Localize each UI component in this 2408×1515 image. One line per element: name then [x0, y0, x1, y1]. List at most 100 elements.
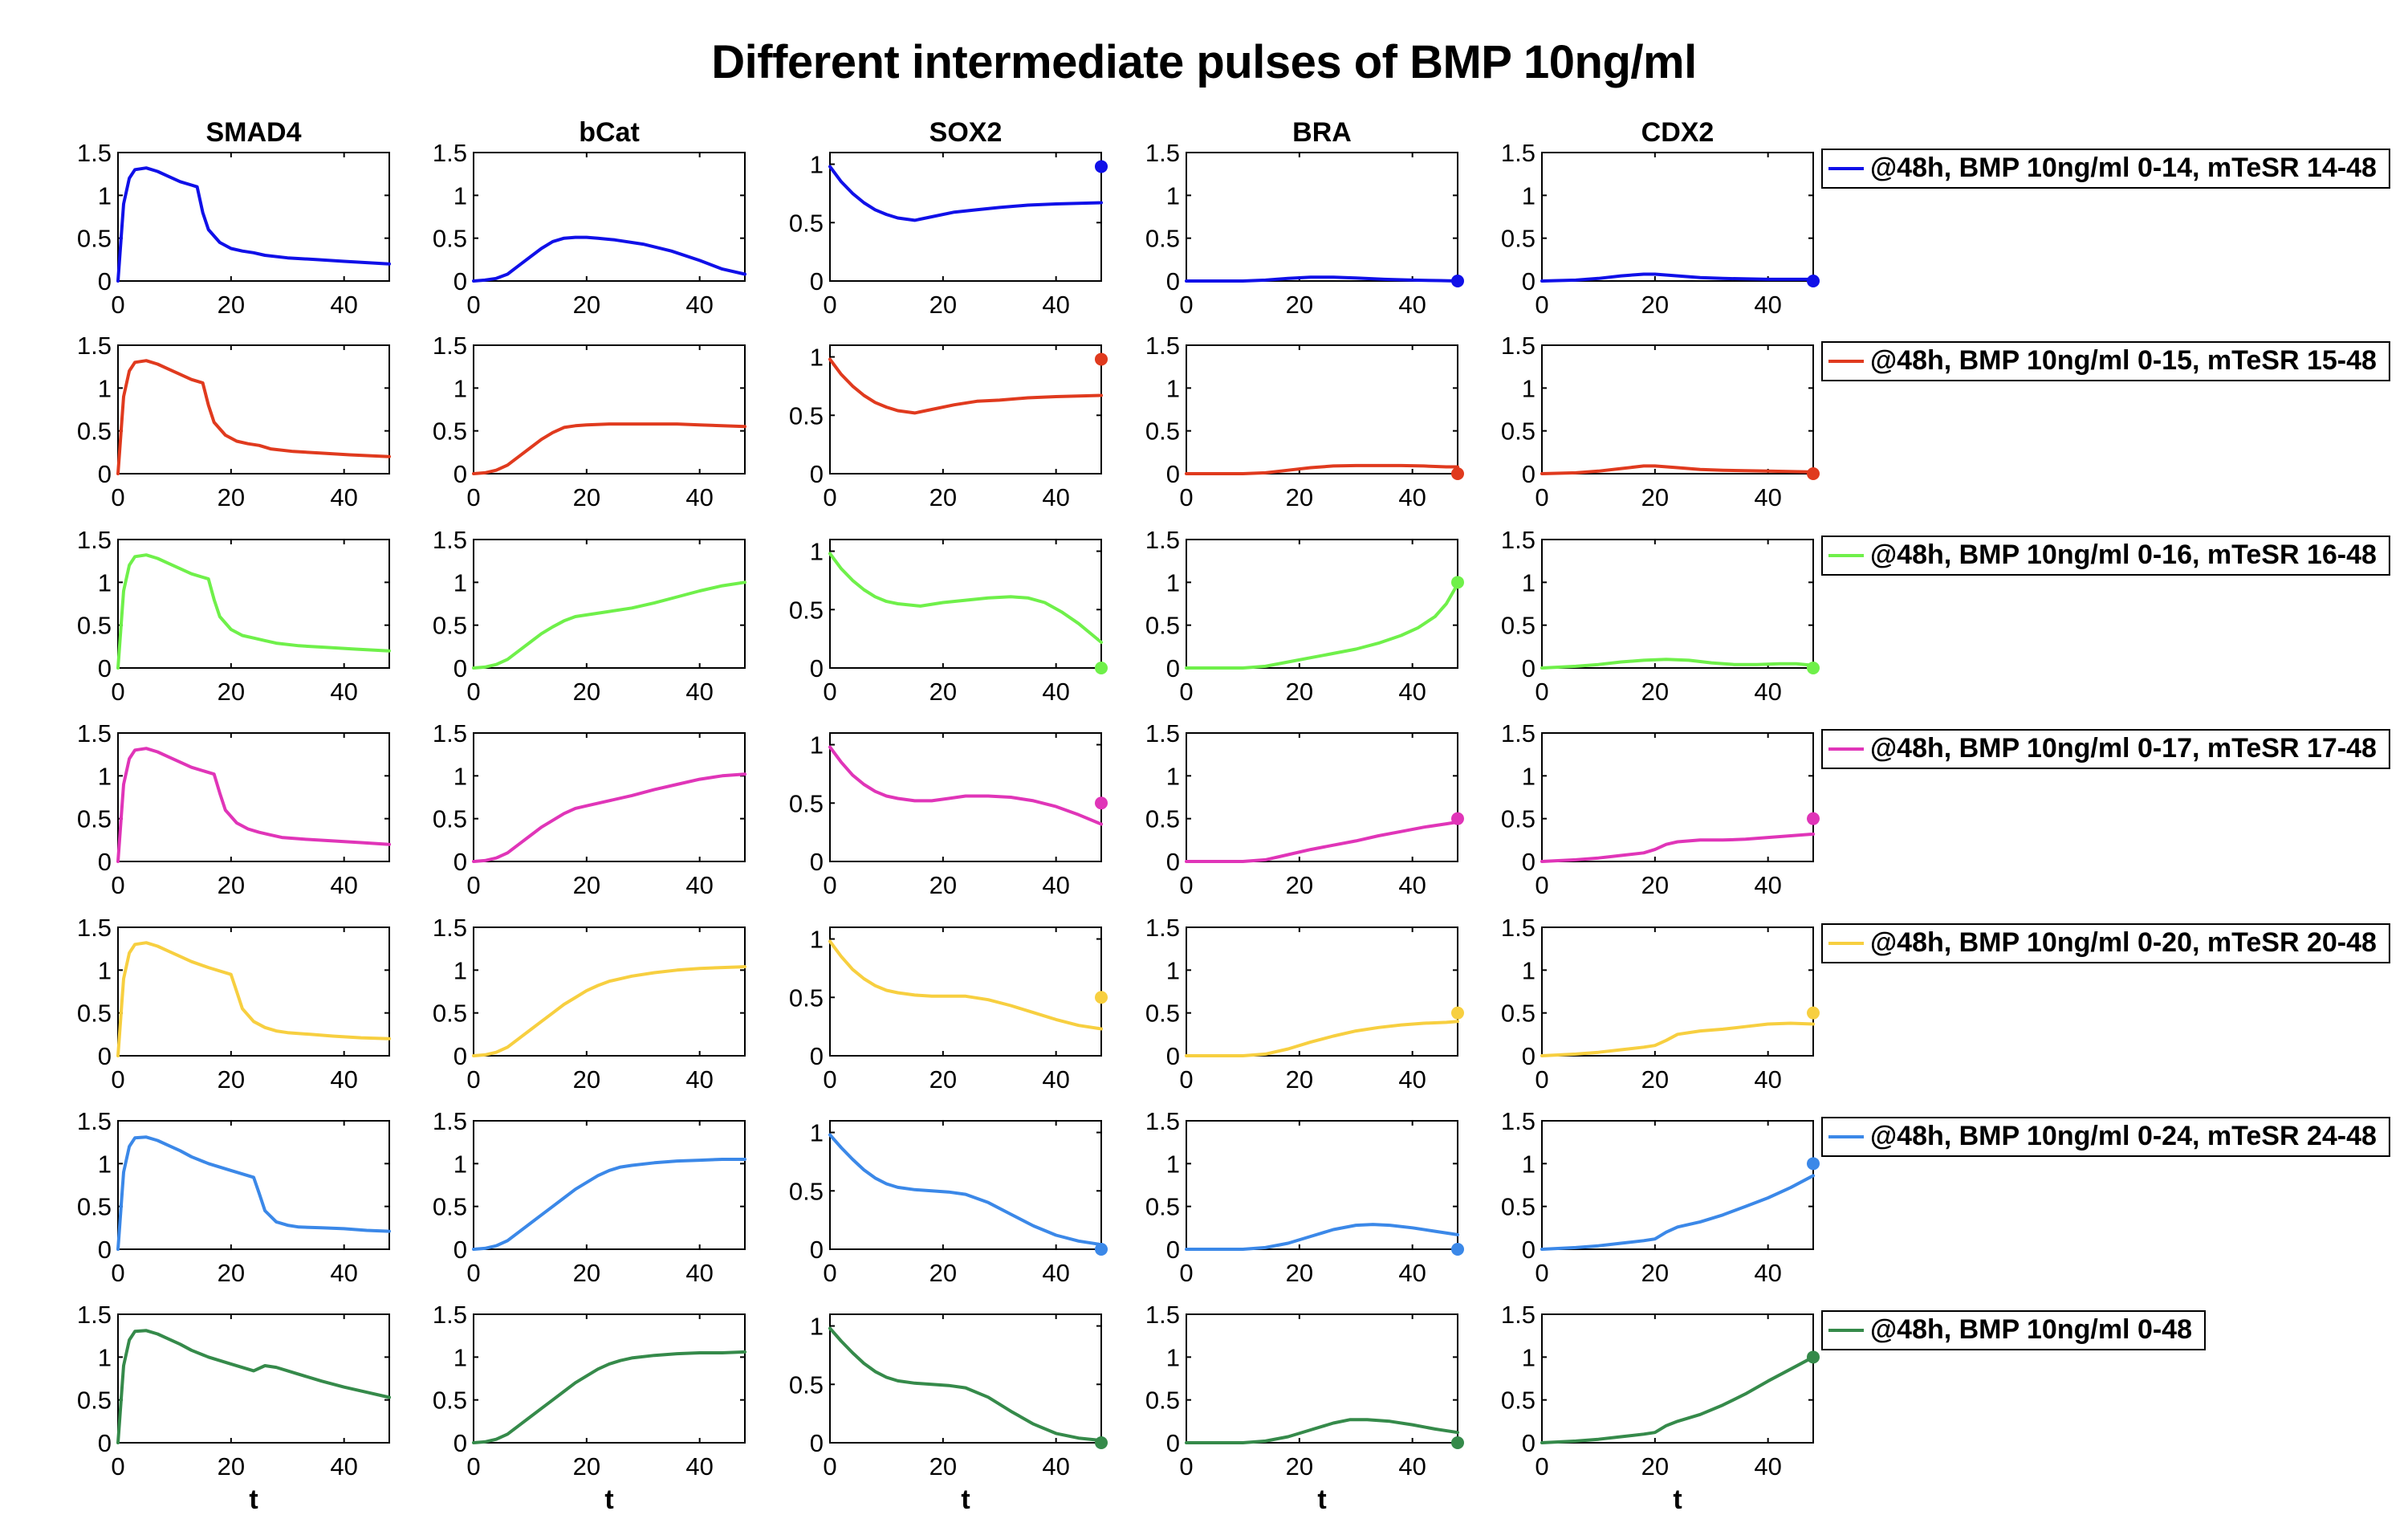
y-tick-label: 1 [454, 1343, 467, 1371]
x-tick-label: 0 [1179, 1065, 1193, 1093]
series-line-smad4 [116, 359, 391, 475]
x-tick-label: 40 [685, 291, 713, 319]
series-line-bra [1185, 275, 1459, 283]
x-tick-label: 0 [111, 291, 124, 319]
x-tick-label: 40 [1398, 1065, 1426, 1093]
series-line-sox2 [828, 357, 1103, 415]
x-axis-label: t [961, 1484, 970, 1511]
x-tick-label: 0 [823, 1259, 836, 1287]
series-line-sox2 [828, 165, 1103, 222]
legend-box [1821, 1310, 2206, 1350]
y-tick-label: 1 [98, 181, 112, 210]
subplot-r4-cdx2: 0 0.5 1 1.5 0 20 40 [1501, 719, 1820, 899]
y-tick-label: 1 [454, 374, 467, 402]
subplot-r4-bcat: 0 0.5 1 1.5 0 20 40 [433, 719, 746, 899]
subplot-r5-bra: 0 0.5 1 1.5 0 20 40 [1145, 914, 1464, 1093]
y-tick-label: 1 [1522, 568, 1536, 597]
subplot-r6-bcat: 0 0.5 1 1.5 0 20 40 [433, 1107, 746, 1287]
y-tick-label: 0 [454, 1429, 467, 1457]
subplot-r6-cdx2: 0 0.5 1 1.5 0 20 40 [1501, 1107, 1820, 1287]
series-line-bra [1185, 1223, 1459, 1251]
x-tick-label: 0 [111, 871, 124, 899]
series-line-bcat [472, 965, 746, 1057]
column-title-cdx2: CDX2 [1641, 117, 1714, 148]
x-tick-label: 0 [466, 483, 480, 511]
y-tick-label: 1.5 [1501, 332, 1536, 360]
y-tick-label: 0.5 [77, 1387, 112, 1415]
target-marker [1095, 160, 1108, 173]
target-marker [1095, 1243, 1108, 1256]
x-tick-label: 0 [823, 678, 836, 706]
y-tick-label: 0.5 [1145, 1193, 1180, 1221]
y-tick-label: 0 [810, 267, 824, 295]
legend-r4: @48h, BMP 10ng/ml 0-17, mTeSR 17-48 [1821, 729, 2390, 769]
y-tick-label: 1.5 [1501, 914, 1536, 942]
column-title-bra: BRA [1292, 117, 1352, 148]
y-tick-label: 1.5 [77, 719, 112, 747]
x-tick-label: 20 [218, 1259, 245, 1287]
x-tick-label: 20 [1641, 291, 1669, 319]
subplot-r1-bcat: 0 0.5 1 1.5 0 20 40 [433, 139, 746, 319]
y-tick-label: 1 [1166, 374, 1180, 402]
x-tick-label: 40 [1754, 678, 1781, 706]
legend-box [1821, 1117, 2390, 1157]
y-tick-label: 1 [810, 926, 824, 954]
axes-box [829, 344, 1102, 474]
subplot-r3-bra: 0 0.5 1 1.5 0 20 40 [1145, 526, 1464, 706]
target-marker [1095, 796, 1108, 810]
legend-box [1821, 149, 2390, 189]
axes-box [1541, 152, 1814, 282]
x-tick-label: 20 [573, 871, 600, 899]
axes-box [1541, 927, 1814, 1057]
y-tick-label: 0 [98, 654, 112, 682]
y-tick-label: 1 [454, 1150, 467, 1178]
y-tick-label: 1.5 [433, 332, 467, 360]
y-tick-label: 0 [1166, 654, 1180, 682]
x-tick-label: 0 [466, 291, 480, 319]
y-tick-label: 1.5 [1145, 1107, 1180, 1135]
x-tick-label: 0 [823, 871, 836, 899]
y-tick-label: 0 [98, 267, 112, 295]
legend-entry: @48h, BMP 10ng/ml 0-17, mTeSR 17-48 [1870, 733, 2377, 764]
y-tick-label: 1 [810, 538, 824, 566]
x-tick-label: 40 [685, 678, 713, 706]
axes-box [829, 152, 1102, 282]
axes-box [473, 1313, 746, 1444]
x-tick-label: 40 [685, 1065, 713, 1093]
subplot-r1-bra: 0 0.5 1 1.5 0 20 40 [1145, 139, 1464, 319]
series-line-cdx2 [1540, 1174, 1815, 1251]
x-tick-label: 40 [330, 291, 357, 319]
x-tick-label: 0 [1179, 1452, 1193, 1480]
x-tick-label: 20 [1286, 1452, 1313, 1480]
y-tick-label: 1.5 [77, 139, 112, 167]
x-tick-label: 40 [1398, 871, 1426, 899]
y-tick-label: 1 [1166, 181, 1180, 210]
y-tick-label: 0 [454, 1236, 467, 1264]
subplot-r3-smad4: 0 0.5 1 1.5 0 20 40 [77, 526, 391, 706]
axes-box [1186, 344, 1458, 474]
x-tick-label: 40 [1042, 1452, 1069, 1480]
y-tick-label: 0 [1166, 1042, 1180, 1070]
legend-box [1821, 536, 2390, 576]
y-tick-label: 0.5 [789, 1370, 824, 1399]
y-tick-label: 1 [454, 762, 467, 790]
y-tick-label: 0.5 [77, 612, 112, 640]
series-line-cdx2 [1540, 1355, 1815, 1444]
y-tick-label: 1.5 [77, 332, 112, 360]
subplot-r5-bcat: 0 0.5 1 1.5 0 20 40 [433, 914, 746, 1093]
target-marker [1451, 1243, 1464, 1256]
x-tick-label: 0 [1535, 1065, 1548, 1093]
y-tick-label: 1.5 [77, 526, 112, 554]
y-tick-label: 0.5 [433, 225, 467, 253]
series-line-bra [1185, 1418, 1459, 1444]
series-line-bcat [472, 580, 746, 670]
y-tick-label: 0 [1522, 1429, 1536, 1457]
x-tick-label: 0 [111, 1452, 124, 1480]
series-line-smad4 [116, 1329, 391, 1444]
axes-box [1541, 344, 1814, 474]
y-tick-label: 1.5 [1145, 332, 1180, 360]
y-tick-label: 0.5 [789, 401, 824, 430]
subplot-r6-smad4: 0 0.5 1 1.5 0 20 40 [77, 1107, 391, 1287]
x-tick-label: 40 [1042, 291, 1069, 319]
